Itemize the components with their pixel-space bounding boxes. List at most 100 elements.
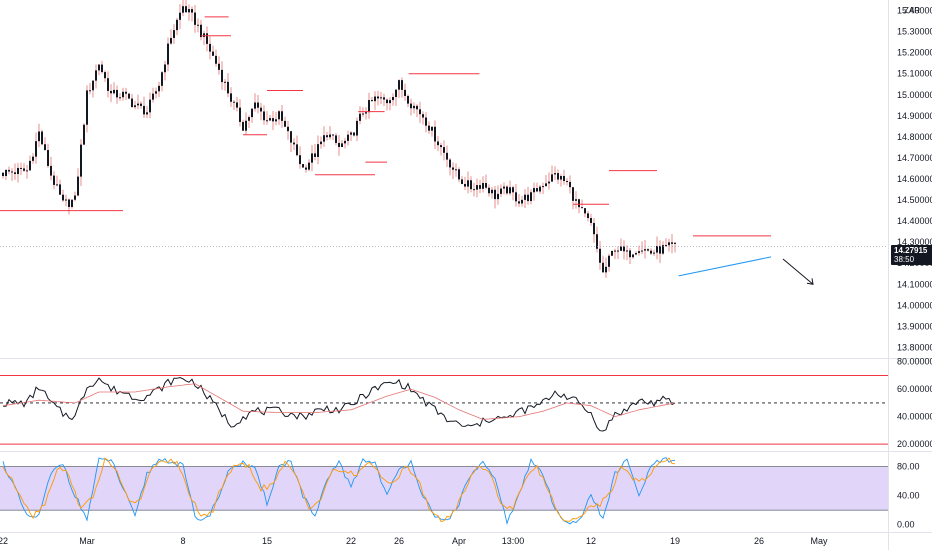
candle-body <box>155 91 157 94</box>
candle-body <box>305 167 307 170</box>
candle-body <box>524 194 526 200</box>
candle-body <box>380 97 382 99</box>
candle-body <box>236 102 238 108</box>
candle-body <box>674 242 676 244</box>
candle-body <box>587 213 589 219</box>
time-axis-label: 26 <box>394 536 404 546</box>
candle-body <box>341 143 343 147</box>
candle-body <box>374 96 376 102</box>
rsi-tick-label: 40.00000 <box>897 412 932 422</box>
price-tick-label: 14.60000 <box>897 174 932 184</box>
candle-body <box>320 141 322 145</box>
candle-body <box>653 252 655 254</box>
candle-body <box>386 99 388 104</box>
candle-body <box>248 117 250 121</box>
candle-body <box>617 250 619 252</box>
candle-body <box>536 188 538 192</box>
candle-body <box>41 131 43 145</box>
candle-body <box>203 33 205 38</box>
rsi-tick-label: 20.00000 <box>897 439 932 449</box>
candle-body <box>647 249 649 251</box>
candle-body <box>179 12 181 20</box>
candle-body <box>629 250 631 258</box>
candle-body <box>359 113 361 121</box>
time-axis-label: 15 <box>262 536 272 546</box>
candle-body <box>29 160 31 171</box>
candle-body <box>164 64 166 73</box>
candle-body <box>107 78 109 91</box>
candle-body <box>659 245 661 254</box>
candle-body <box>422 114 424 118</box>
candle-body <box>257 102 259 108</box>
candle-body <box>275 119 277 122</box>
candle-body <box>146 112 148 115</box>
candle-body <box>584 208 586 214</box>
candle-body <box>20 167 22 169</box>
candle-body <box>389 100 391 104</box>
candle-body <box>527 194 529 202</box>
candle-body <box>455 169 457 171</box>
time-axis-label: 19 <box>670 536 680 546</box>
candle-body <box>671 242 673 244</box>
price-tick-label: 14.80000 <box>897 132 932 142</box>
candle-body <box>542 186 544 188</box>
candle-body <box>143 105 145 115</box>
candle-body <box>425 117 427 126</box>
candle-body <box>539 186 541 192</box>
candle-body <box>278 111 280 120</box>
price-tick-label: 13.80000 <box>897 342 932 352</box>
candle-body <box>443 147 445 153</box>
candle-body <box>611 250 613 256</box>
candle-body <box>197 24 199 26</box>
candle-body <box>14 172 16 175</box>
candle-body <box>140 103 142 106</box>
candle-body <box>128 93 130 99</box>
candle-body <box>383 97 385 100</box>
candle-body <box>221 69 223 83</box>
price-tick-label: 15.10000 <box>897 69 932 79</box>
candle-body <box>593 222 595 235</box>
candle-body <box>506 186 508 194</box>
candle-body <box>419 109 421 115</box>
candle-body <box>44 144 46 151</box>
time-axis-label: 22 <box>346 536 356 546</box>
candle-body <box>665 245 667 247</box>
candle-body <box>623 246 625 252</box>
candle-body <box>482 183 484 189</box>
candle-body <box>557 173 559 180</box>
candle-body <box>518 201 520 204</box>
candle-body <box>101 64 103 73</box>
candle-body <box>632 254 634 258</box>
candle-body <box>350 132 352 135</box>
candle-body <box>191 9 193 13</box>
candle-body <box>488 187 490 194</box>
time-axis-label: 12 <box>586 536 596 546</box>
candle-body <box>80 144 82 177</box>
candle-body <box>428 125 430 131</box>
forecast-arrowhead-icon <box>806 278 814 285</box>
candle-body <box>77 176 79 196</box>
candle-body <box>476 185 478 190</box>
candle-body <box>635 253 637 255</box>
candle-body <box>323 135 325 142</box>
candle-body <box>512 187 514 193</box>
candle-body <box>65 199 67 201</box>
candle-body <box>449 159 451 168</box>
candle-body <box>353 132 355 136</box>
candle-body <box>209 43 211 52</box>
candle-body <box>368 100 370 113</box>
candle-body <box>533 188 535 193</box>
candle-body <box>473 189 475 191</box>
candle-body <box>551 174 553 182</box>
candle-body <box>347 134 349 141</box>
candle-body <box>599 248 601 263</box>
candle-body <box>545 183 547 187</box>
candle-body <box>326 135 328 138</box>
last-price-value: 14.27915 <box>894 246 928 255</box>
candle-body <box>578 199 580 208</box>
candle-body <box>446 152 448 160</box>
candle-body <box>245 120 247 131</box>
candle-body <box>176 19 178 31</box>
stoch-tick-label: 80.00 <box>897 462 920 472</box>
